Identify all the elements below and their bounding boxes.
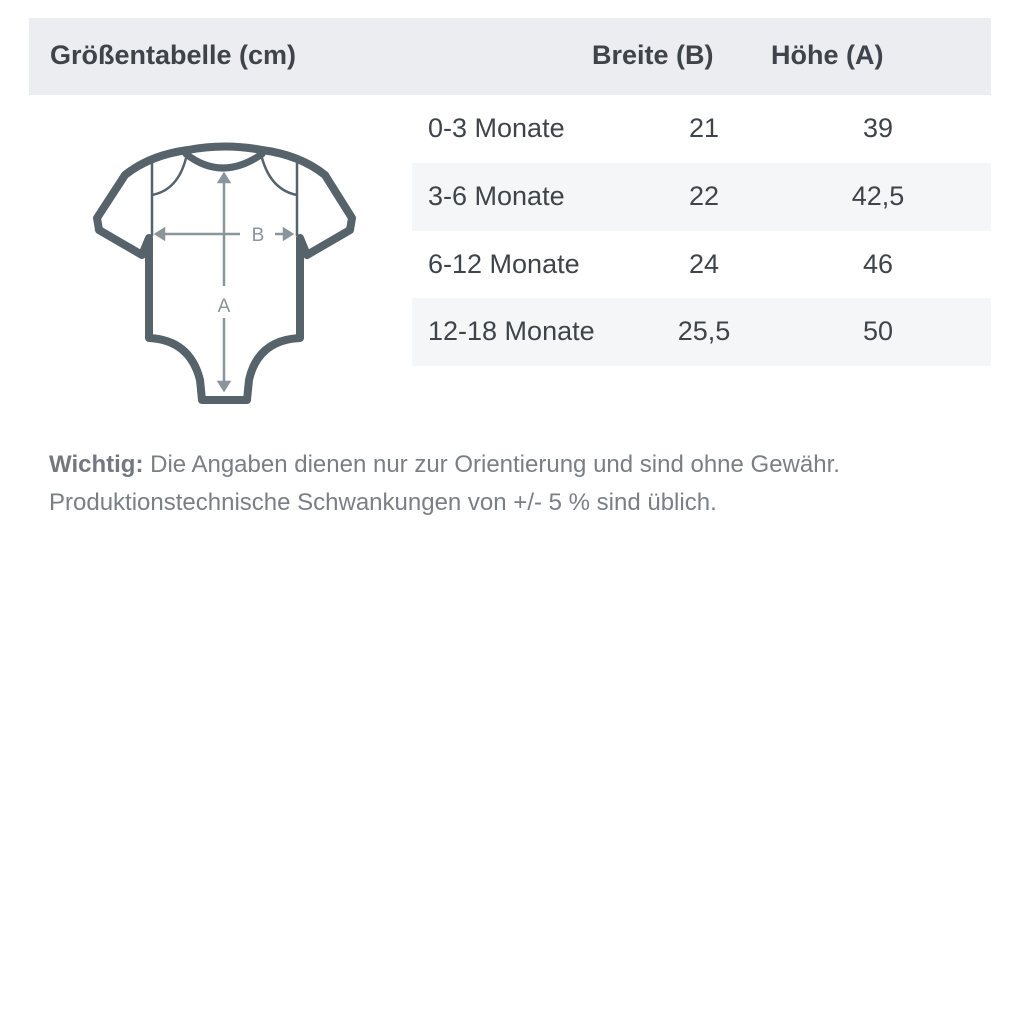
- size-cell: 12-18 Monate: [428, 316, 595, 346]
- table-row: 12-18 Monate 25,5 50: [412, 298, 991, 366]
- bodysuit-outline-icon: [93, 142, 356, 404]
- label-a: A: [218, 296, 231, 317]
- size-cell: 6-12 Monate: [428, 249, 580, 279]
- note-label: Wichtig:: [49, 451, 144, 478]
- table-row: 3-6 Monate 22 42,5: [412, 163, 991, 231]
- height-cell: 39: [862, 113, 894, 143]
- width-cell: 25,5: [677, 316, 731, 346]
- table-title: Größentabelle (cm): [50, 40, 297, 70]
- height-cell: 46: [862, 249, 894, 279]
- size-cell: 0-3 Monate: [428, 113, 565, 143]
- bodysuit-inner-lines: [150, 157, 299, 236]
- height-cell: 42,5: [851, 181, 905, 211]
- label-b: B: [252, 225, 265, 246]
- table-row: 6-12 Monate 24 46: [412, 231, 991, 299]
- width-cell: 22: [688, 181, 720, 211]
- bodysuit-diagram: B A: [93, 142, 356, 404]
- column-header-width: Breite (B): [592, 40, 714, 70]
- measurement-arrows: [153, 171, 295, 393]
- note-line-1: Die Angaben dienen nur zur Orientierung …: [150, 451, 840, 478]
- table-row: 0-3 Monate 21 39: [412, 95, 991, 163]
- column-header-height: Höhe (A): [771, 40, 884, 70]
- note-line-2: Produktionstechnische Schwankungen von +…: [49, 489, 717, 516]
- size-cell: 3-6 Monate: [428, 181, 565, 211]
- height-cell: 50: [862, 316, 894, 346]
- table-header: Größentabelle (cm) Breite (B) Höhe (A): [29, 18, 991, 95]
- width-cell: 21: [688, 113, 720, 143]
- disclaimer-note: Wichtig: Die Angaben dienen nur zur Orie…: [49, 446, 840, 522]
- width-cell: 24: [688, 249, 720, 279]
